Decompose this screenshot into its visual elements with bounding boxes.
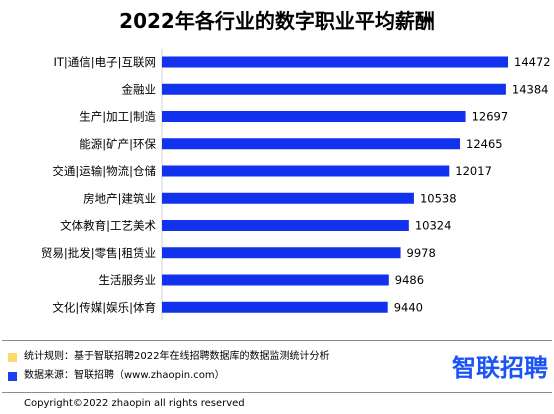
category-label: 贸易|批发|零售|租赁业	[41, 246, 156, 260]
note-source-text: 数据来源：智联招聘（www.zhaopin.com）	[24, 370, 225, 381]
category-label: 文体教育|工艺美术	[60, 219, 156, 233]
note-source: 数据来源：智联招聘（www.zhaopin.com）	[8, 369, 225, 383]
bar	[162, 138, 461, 150]
category-label: 交通|运输|物流|仓储	[52, 164, 156, 178]
bar	[162, 192, 414, 204]
bar	[162, 83, 506, 95]
chart-title: 2022年各行业的数字职业平均薪酬	[119, 9, 435, 33]
blue-square-icon	[8, 371, 17, 381]
category-label: 文化|传媒|娱乐|体育	[52, 300, 156, 314]
bar	[162, 274, 389, 286]
zhaopin-logo: 智联招聘	[452, 354, 548, 382]
value-label: 9978	[407, 246, 436, 260]
category-label: 生产|加工|制造	[79, 110, 156, 124]
value-label: 12017	[455, 164, 492, 178]
bar	[162, 220, 409, 231]
category-label: 能源|矿产|环保	[79, 137, 156, 151]
note-rule: 统计规则：基于智联招聘2022年在线招聘数据库的数据监测统计分析	[8, 350, 329, 364]
value-label: 14472	[514, 55, 551, 69]
bar	[162, 56, 508, 68]
divider-top	[2, 340, 552, 341]
bar	[162, 301, 388, 313]
bar-chart: IT|通信|电子|互联网 14472 金融业 14384 生产|加工|制造 12697 能源…	[41, 49, 551, 321]
divider-bottom	[2, 392, 552, 393]
value-label: 9440	[394, 300, 423, 314]
value-label: 9486	[395, 273, 424, 287]
copyright-text: Copyright©2022 zhaopin all rights reserv…	[24, 398, 245, 409]
bar	[162, 165, 450, 177]
value-label: 14384	[512, 82, 549, 96]
value-label: 12697	[472, 110, 509, 124]
bar	[162, 111, 466, 122]
note-rule-text: 统计规则：基于智联招聘2022年在线招聘数据库的数据监测统计分析	[24, 351, 330, 362]
value-label: 10324	[415, 219, 452, 233]
category-label: 金融业	[122, 82, 157, 96]
category-label: 房地产|建筑业	[83, 191, 156, 205]
value-label: 10538	[420, 191, 457, 205]
bar-chart-svg: IT|通信|电子|互联网 14472 金融业 14384 生产|加工|制造 12697 能源…	[41, 49, 551, 321]
category-label: IT|通信|电子|互联网	[53, 55, 156, 69]
value-label: 12465	[466, 137, 503, 151]
bar	[162, 247, 401, 259]
category-label: 生活服务业	[99, 273, 157, 287]
yellow-square-icon	[8, 352, 17, 362]
